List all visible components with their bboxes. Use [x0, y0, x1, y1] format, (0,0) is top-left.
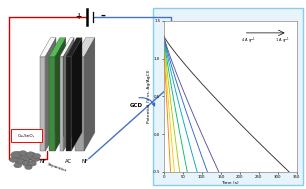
X-axis label: Time (s): Time (s)	[222, 181, 239, 185]
Circle shape	[22, 160, 33, 167]
Circle shape	[28, 161, 36, 166]
Polygon shape	[75, 57, 84, 151]
Circle shape	[15, 159, 25, 165]
Circle shape	[11, 151, 23, 159]
Polygon shape	[84, 38, 95, 151]
Circle shape	[31, 156, 40, 162]
Text: NF: NF	[81, 159, 88, 164]
Text: AC: AC	[65, 159, 72, 164]
Y-axis label: Potential (V vs. Ag/AgCl): Potential (V vs. Ag/AgCl)	[147, 70, 151, 123]
Text: 4 A g$^{-1}$: 4 A g$^{-1}$	[241, 36, 256, 46]
Polygon shape	[71, 38, 82, 151]
Circle shape	[14, 163, 22, 168]
Text: GCD: GCD	[130, 103, 143, 108]
Circle shape	[9, 157, 18, 162]
Circle shape	[19, 155, 30, 162]
Text: –: –	[100, 11, 105, 21]
FancyBboxPatch shape	[11, 129, 42, 142]
Polygon shape	[49, 57, 55, 151]
Polygon shape	[66, 38, 82, 57]
Text: Cu₂SnO₄: Cu₂SnO₄	[18, 133, 35, 138]
Polygon shape	[40, 38, 56, 57]
Circle shape	[19, 151, 27, 156]
Circle shape	[25, 165, 32, 170]
Polygon shape	[75, 38, 95, 57]
Circle shape	[33, 153, 41, 158]
Polygon shape	[45, 38, 56, 151]
Text: Separator: Separator	[47, 163, 68, 173]
Text: 1 A g$^{-1}$: 1 A g$^{-1}$	[275, 36, 290, 46]
Text: +: +	[75, 12, 81, 21]
Polygon shape	[49, 38, 66, 57]
Polygon shape	[60, 38, 74, 57]
Polygon shape	[60, 57, 63, 151]
Polygon shape	[66, 57, 71, 151]
Text: NF: NF	[39, 159, 46, 164]
Polygon shape	[63, 38, 74, 151]
Polygon shape	[55, 38, 66, 151]
FancyArrowPatch shape	[139, 98, 155, 106]
Circle shape	[25, 152, 36, 158]
Polygon shape	[40, 57, 45, 151]
